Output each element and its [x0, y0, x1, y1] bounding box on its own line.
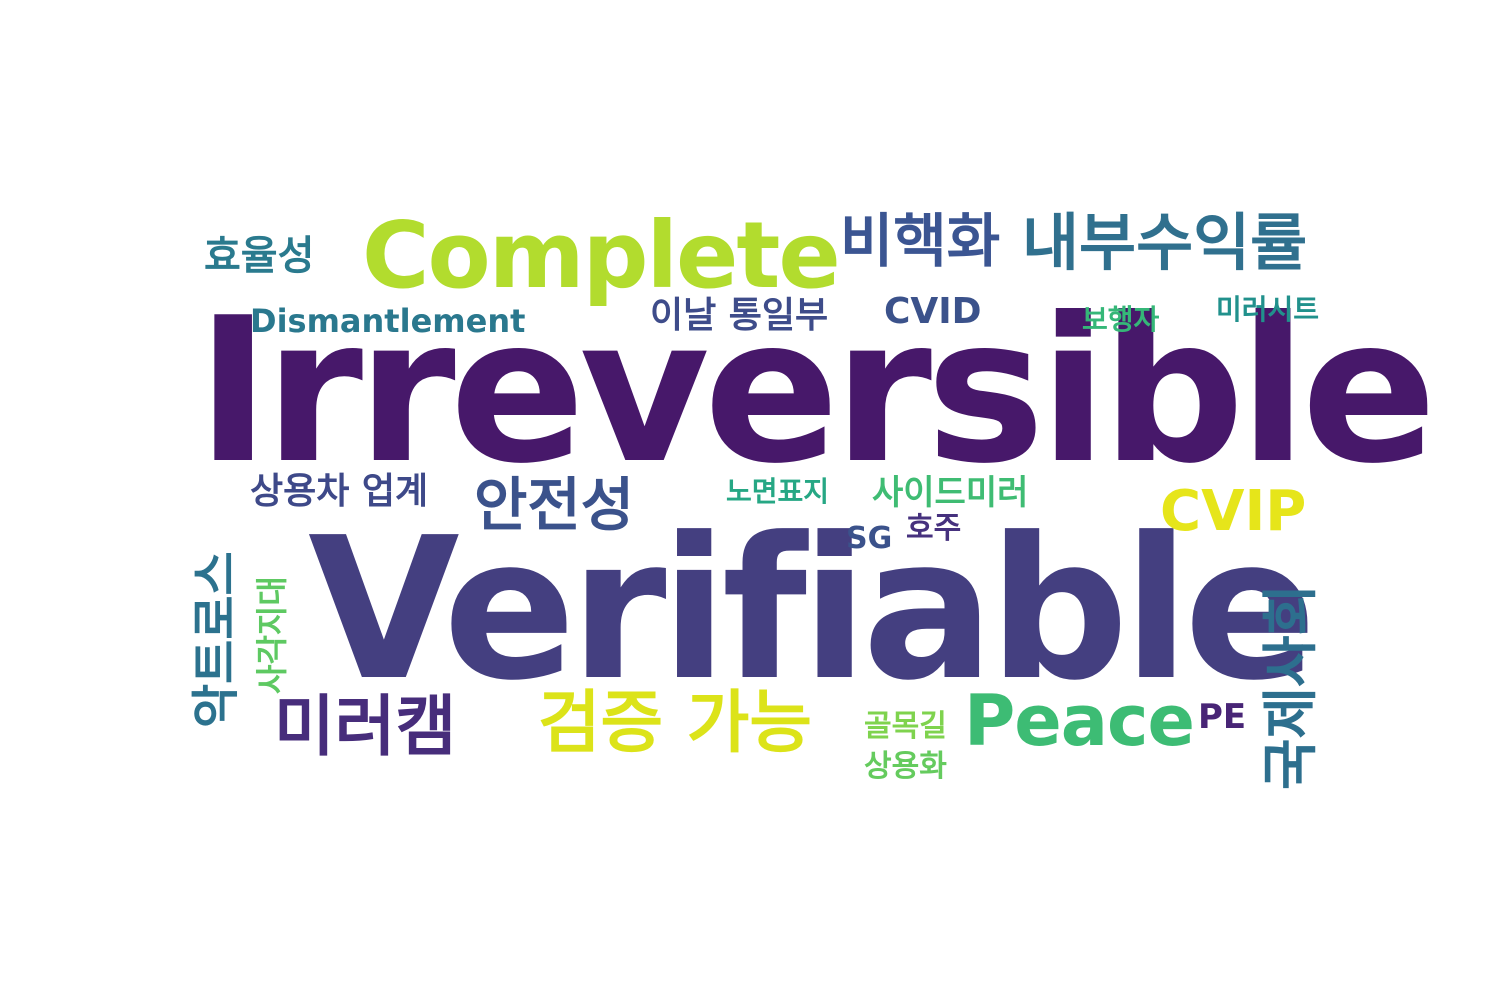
word-australia: 호주: [906, 511, 962, 546]
word-pedestrian: 보행자: [1082, 303, 1160, 336]
word-efficiency: 효율성: [204, 233, 315, 279]
word-safety: 안전성: [474, 471, 635, 539]
word-irreversible: Irreversible: [196, 275, 1437, 508]
word-actros: 악트로스: [188, 551, 244, 728]
word-cvid: CVID: [884, 291, 982, 332]
word-dismantlement: Dismantlement: [250, 302, 526, 340]
word-commercialization: 상용화: [864, 749, 947, 784]
word-verifiable: Verifiable: [308, 496, 1317, 724]
word-denuclearization: 비핵화: [840, 207, 1001, 275]
word-verifiable-korean: 검증 가능: [538, 684, 812, 763]
word-sg: SG: [846, 521, 893, 556]
word-cvip: CVIP: [1160, 479, 1307, 544]
word-international-community: 국제사회: [1259, 583, 1324, 790]
word-commercial-vehicle-industry: 상용차 업계: [250, 471, 429, 512]
word-internal-rate-of-return: 내부수익률: [1022, 206, 1308, 279]
word-road-marking: 노면표지: [726, 475, 830, 508]
word-pe: PE: [1198, 697, 1247, 737]
word-peace: Peace: [964, 680, 1195, 762]
word-alley: 골목길: [864, 709, 947, 744]
word-ministry-of-unification: 이날 통일부: [650, 295, 829, 336]
word-blind-spot: 사각지대: [253, 576, 291, 694]
word-side-mirror: 사이드미러: [872, 473, 1029, 513]
word-mirror-seat: 미러시트: [1216, 293, 1320, 326]
word-complete: Complete: [362, 202, 841, 309]
word-mirror-cam: 미러캠: [274, 688, 457, 765]
